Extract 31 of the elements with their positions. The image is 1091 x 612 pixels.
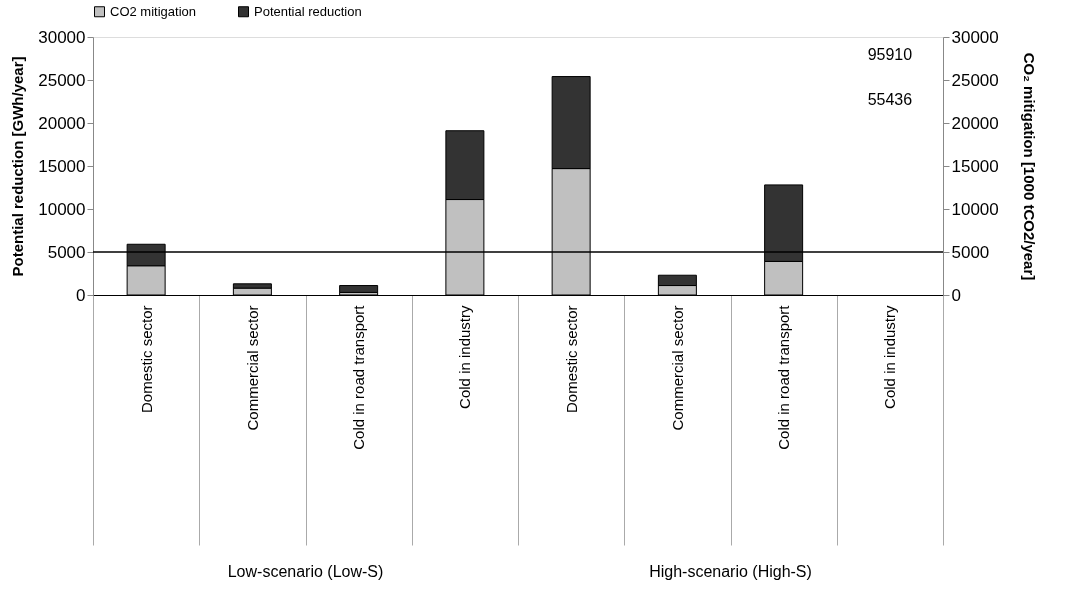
y2-tick-label: 0 — [951, 285, 961, 305]
x-tick-label: Commercial sector — [243, 305, 261, 431]
y2-tick-label: 15000 — [951, 156, 999, 176]
legend-label: Potential reduction — [254, 3, 362, 19]
x-tick-label: Commercial sector — [668, 305, 686, 431]
x-tick-label: Domestic sector — [137, 305, 155, 414]
y2-tick-label: 25000 — [951, 70, 999, 90]
x-tick-label: Domestic sector — [562, 305, 580, 414]
y-tick-label: 30000 — [38, 27, 86, 47]
y-tick-label: 15000 — [38, 156, 86, 176]
text: High-scenario (High-S) — [649, 563, 812, 580]
legend-label: CO2 mitigation — [110, 3, 196, 19]
x-tick-label: Cold in road transport — [775, 304, 793, 450]
text: 55436 — [867, 91, 913, 108]
y2-tick-label: 20000 — [951, 113, 999, 133]
y-tick-label: 0 — [76, 285, 86, 305]
y-tick-label: 25000 — [38, 70, 86, 90]
y2-tick-label: 5000 — [951, 242, 990, 262]
y-tick-label: 10000 — [38, 199, 86, 219]
text: Low-scenario (Low-S) — [227, 563, 384, 580]
x-tick-label: Cold in industry — [456, 305, 474, 409]
x-tick-label: Cold in road transport — [350, 304, 368, 450]
y-axis-title: Potential reduction [GWh/year] — [9, 56, 27, 277]
bar — [339, 285, 379, 293]
y2-tick-label: 30000 — [951, 27, 999, 47]
y2-tick-label: 10000 — [951, 199, 999, 219]
y-tick-label: 5000 — [47, 242, 86, 262]
text: 95910 — [867, 46, 913, 63]
x-tick-label: Cold in industry — [881, 305, 899, 409]
y2-axis-title: CO₂ mitigation [1000 tCO2/year] — [1020, 52, 1038, 281]
y-tick-label: 20000 — [38, 113, 86, 133]
